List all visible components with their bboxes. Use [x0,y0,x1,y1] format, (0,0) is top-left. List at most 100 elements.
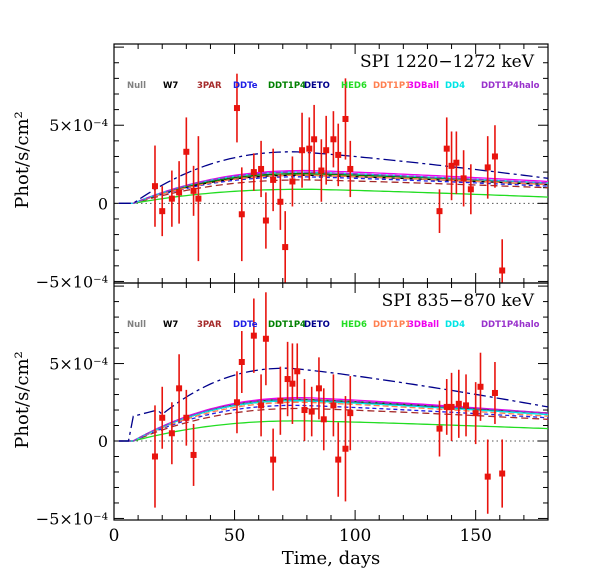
legend-3par: 3PAR [197,81,222,91]
data-point [436,425,443,432]
data-point [448,403,455,410]
data-point [270,176,277,183]
data-point [190,451,197,458]
data-point [270,456,277,463]
data-point [262,335,269,342]
data-point [294,368,301,375]
panel-title: SPI 1220−1272 keV [360,52,535,72]
curve-ddt1p1 [118,174,549,204]
data-point [347,410,354,417]
data-point [250,332,257,339]
data-point [190,187,197,194]
data-point [335,456,342,463]
legend-null: Null [127,320,146,330]
data-point [289,380,296,387]
data-point [499,267,506,274]
y-tick-label: 5×10⁻⁴ [49,116,108,135]
data-point [159,208,166,215]
y-tick-label: −5×10⁻⁴ [36,509,108,528]
x-tick-label: 150 [459,526,491,546]
panel-title: SPI 835−870 keV [382,291,535,311]
legend-3dball: 3DBall [408,320,439,330]
legend-w7: W7 [163,81,178,91]
legend-null: Null [127,81,146,91]
data-point [183,148,190,155]
x-tick-label: 0 [109,526,120,546]
data-point [308,408,315,415]
data-point [467,186,474,193]
data-point [238,359,245,365]
legend-hed6: HED6 [341,81,367,91]
data-point [455,400,462,407]
y-tick-label: 5×10⁻⁴ [49,355,108,374]
data-point [176,189,183,196]
data-point [277,397,284,404]
data-point [176,385,183,392]
panel-2: −5×10⁻⁴ 0 5×10⁻⁴ SPI 835−870 keV Null W7 3PAR D… [36,282,549,528]
data-point [284,376,291,383]
y-axis-label-top: Phot/s/cm² [12,111,33,209]
curve-ddt1p4halo [118,171,549,204]
x-tick-label: 100 [339,526,371,546]
data-point [315,385,322,392]
data-point [311,136,318,143]
legend-ddte: DDTe [233,320,258,330]
data-point [335,151,342,158]
data-point [159,414,166,421]
data-point [342,115,349,122]
data-point [299,147,306,154]
data-point [151,453,158,460]
data-point [238,211,245,218]
data-point [258,402,265,409]
data-point [183,414,190,421]
legend-ddt1p1: DDT1P1 [373,81,411,91]
x-axis-label: Time, days [282,548,381,569]
data-point [262,217,269,224]
data-point [233,105,240,112]
data-point [472,410,479,417]
x-tick-label: 50 [224,526,246,546]
legend-ddte: DDTe [233,81,258,91]
y-tick-label: 0 [98,194,108,213]
data-point [289,178,296,185]
y-axis-label-bottom: Phot/s/cm² [12,351,33,449]
data-point [477,383,484,390]
legend-ddt1p4halo: DDT1P4halo [481,81,540,91]
data-point [195,195,202,202]
data-point [330,402,337,409]
legend-ddt1p4: DDT1P4 [268,320,306,330]
data-point [250,169,257,176]
data-point [258,165,265,172]
data-point [443,403,450,410]
legend-ddt1p1: DDT1P1 [373,320,411,330]
data-point [436,208,443,215]
legend-hed6: HED6 [341,320,367,330]
legend-dd4: DD4 [445,320,465,330]
legend-deto: DETO [304,81,330,91]
legend-ddt1p4halo: DDT1P4halo [481,320,540,330]
data-point [151,183,158,190]
data-point [330,136,337,143]
curve-hed6 [118,188,549,204]
data-point [342,445,349,452]
data-point [320,416,327,423]
data-point [463,402,470,409]
data-point [443,145,450,152]
data-point [306,145,313,152]
legend-3par: 3PAR [197,320,222,330]
data-point [168,430,175,437]
data-point [491,153,498,160]
data-point [277,198,284,205]
legend-deto: DETO [304,320,330,330]
data-point [491,389,498,396]
legend-ddt1p4: DDT1P4 [268,81,306,91]
data-point [318,167,325,174]
data-point [499,470,506,477]
data-point [460,175,467,182]
y-tick-label: 0 [98,432,108,451]
data-point [448,162,455,169]
curve-deto [118,367,549,442]
y-tick-label: −5×10⁻⁴ [36,272,108,291]
legend-3dball: 3DBall [408,81,439,91]
